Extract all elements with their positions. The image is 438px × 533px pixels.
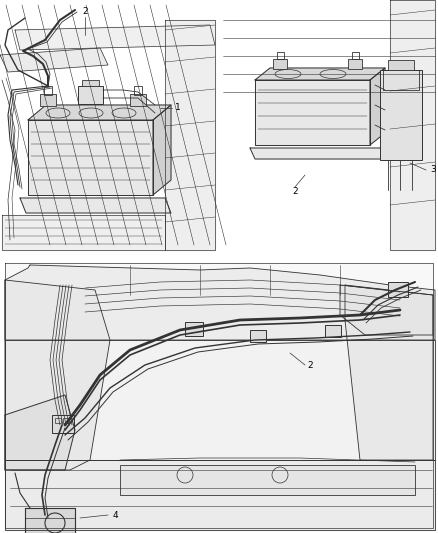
Text: 2: 2 [292,188,298,197]
Polygon shape [390,0,435,250]
Text: 2: 2 [82,7,88,17]
Bar [383,70,419,90]
Bar [273,59,287,69]
Bar [130,94,146,106]
Bar [52,415,74,433]
Polygon shape [5,280,110,470]
Polygon shape [340,285,433,335]
Bar [250,330,266,342]
Bar [78,86,103,104]
Polygon shape [5,340,435,460]
Polygon shape [345,285,433,460]
Text: 1: 1 [175,103,181,112]
Polygon shape [5,263,433,528]
Bar [388,60,414,70]
Polygon shape [153,105,171,195]
Bar [44,86,52,95]
Polygon shape [15,25,215,50]
Bar [277,52,284,59]
Bar [185,322,203,336]
Bar [134,86,142,95]
Bar [325,325,341,337]
Bar [388,282,408,297]
Text: 2: 2 [307,360,313,369]
Text: 4: 4 [112,511,118,520]
Bar [120,465,415,495]
Bar [40,94,56,106]
Text: 3: 3 [430,166,436,174]
Polygon shape [20,198,171,213]
Polygon shape [5,395,75,470]
Polygon shape [28,120,153,195]
Polygon shape [370,68,385,145]
Bar [55,418,61,423]
Polygon shape [250,148,385,159]
Polygon shape [255,80,370,145]
Polygon shape [25,508,75,533]
Bar [82,80,99,86]
Bar [352,52,359,59]
Polygon shape [5,265,435,340]
Polygon shape [165,20,215,250]
Polygon shape [255,68,385,80]
Bar [63,418,69,423]
Polygon shape [2,215,165,250]
Polygon shape [0,48,108,72]
Bar [348,59,362,69]
Polygon shape [28,105,171,120]
Polygon shape [5,460,435,530]
Bar [380,70,422,160]
